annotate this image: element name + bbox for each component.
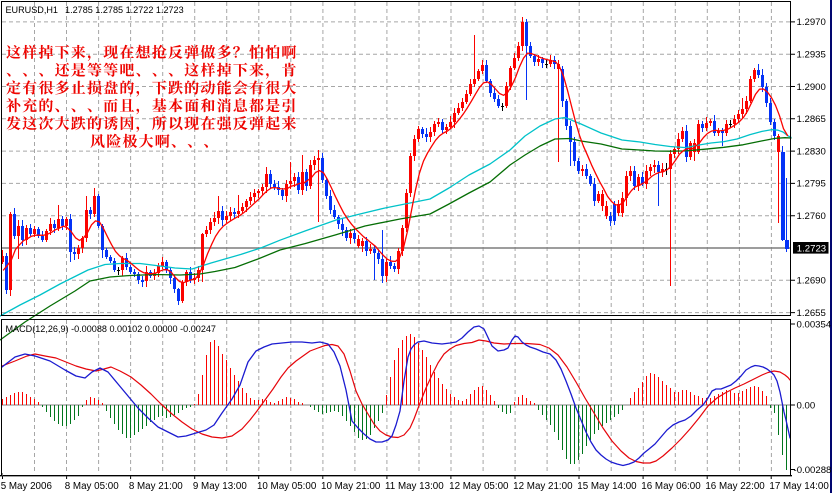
svg-text:1.2970: 1.2970: [797, 17, 826, 28]
svg-text:EURUSD,H1 1.2785 1.2785 1.272: EURUSD,H1 1.2785 1.2785 1.2722 1.2723: [6, 5, 184, 15]
svg-text:1.2723: 1.2723: [797, 244, 826, 255]
svg-text:1.2900: 1.2900: [797, 82, 826, 93]
svg-text:10 May 05:00: 10 May 05:00: [257, 481, 317, 492]
svg-text:5 May 2006: 5 May 2006: [1, 481, 53, 492]
svg-text:8 May 05:00: 8 May 05:00: [65, 481, 119, 492]
svg-text:17 May 14:00: 17 May 14:00: [769, 481, 829, 492]
svg-text:10 May 21:00: 10 May 21:00: [321, 481, 381, 492]
svg-text:9 May 13:00: 9 May 13:00: [193, 481, 247, 492]
svg-text:MACD(12,26,9) -0.00088 0.00102: MACD(12,26,9) -0.00088 0.00102 0.00000 -…: [6, 324, 216, 334]
svg-text:8 May 21:00: 8 May 21:00: [129, 481, 183, 492]
svg-text:15 May 14:00: 15 May 14:00: [577, 481, 637, 492]
svg-text:1.2935: 1.2935: [797, 50, 826, 61]
svg-text:16 May 22:00: 16 May 22:00: [705, 481, 765, 492]
svg-text:0.00: 0.00: [797, 400, 816, 411]
svg-text:1.2655: 1.2655: [797, 308, 826, 319]
svg-text:11 May 13:00: 11 May 13:00: [385, 481, 444, 492]
svg-text:0.00354: 0.00354: [797, 319, 832, 330]
svg-text:12 May 05:00: 12 May 05:00: [449, 481, 509, 492]
svg-text:16 May 06:00: 16 May 06:00: [641, 481, 701, 492]
svg-text:1.2865: 1.2865: [797, 114, 826, 125]
svg-text:1.2760: 1.2760: [797, 211, 826, 222]
svg-text:1.2830: 1.2830: [797, 146, 826, 157]
svg-text:1.2690: 1.2690: [797, 276, 826, 287]
svg-text:1.2795: 1.2795: [797, 179, 826, 190]
svg-text:-0.00288: -0.00288: [794, 465, 832, 476]
svg-text:12 May 21:00: 12 May 21:00: [513, 481, 573, 492]
